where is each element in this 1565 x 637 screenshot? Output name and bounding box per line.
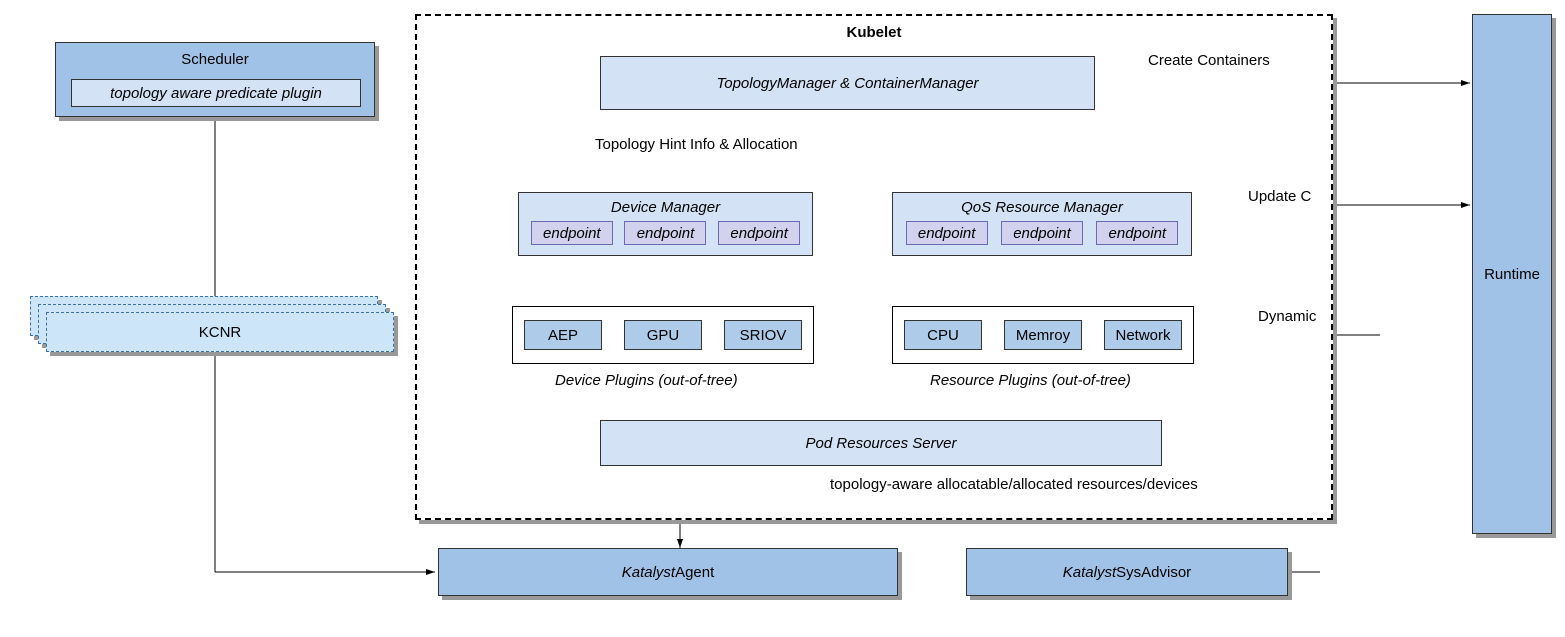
device-manager-title: Device Manager [519, 193, 812, 221]
runtime-box: Runtime [1472, 14, 1552, 534]
resource-plugins-container: CPU Memroy Network [892, 306, 1194, 364]
katalyst-agent-box: Katalyst Agent [438, 548, 898, 596]
resource-plugin-network: Network [1104, 320, 1182, 350]
topology-manager-box: TopologyManager & ContainerManager [600, 56, 1095, 110]
kubelet-title: Kubelet [417, 16, 1331, 48]
katalyst-sysadvisor-prefix: Katalyst [1063, 564, 1116, 581]
qm-endpoint-2: endpoint [1096, 221, 1178, 245]
qm-endpoint-0: endpoint [906, 221, 988, 245]
resource-plugin-memory: Memroy [1004, 320, 1082, 350]
topology-manager-label: TopologyManager & ContainerManager [716, 75, 978, 92]
dm-endpoint-0: endpoint [531, 221, 613, 245]
pod-server-caption: topology-aware allocatable/allocated res… [830, 476, 1198, 493]
scheduler-plugin: topology aware predicate plugin [71, 79, 361, 107]
dm-endpoint-2: endpoint [718, 221, 800, 245]
update-c-label: Update C [1248, 188, 1311, 205]
scheduler-title: Scheduler [56, 43, 374, 75]
katalyst-sysadvisor-box: Katalyst SysAdvisor [966, 548, 1288, 596]
device-plugin-sriov: SRIOV [724, 320, 802, 350]
pod-server-label: Pod Resources Server [806, 435, 957, 452]
device-plugin-gpu: GPU [624, 320, 702, 350]
resource-plugins-caption: Resource Plugins (out-of-tree) [930, 372, 1131, 389]
katalyst-sysadvisor-suffix: SysAdvisor [1116, 564, 1191, 581]
katalyst-agent-prefix: Katalyst [622, 564, 675, 581]
dm-endpoint-1: endpoint [624, 221, 706, 245]
resource-plugin-cpu: CPU [904, 320, 982, 350]
kcnr-label: KCNR [199, 324, 242, 341]
hint-label: Topology Hint Info & Allocation [595, 136, 798, 153]
create-containers-label: Create Containers [1148, 52, 1270, 69]
device-plugins-caption: Device Plugins (out-of-tree) [555, 372, 738, 389]
runtime-label: Runtime [1484, 266, 1540, 283]
qos-manager-box: QoS Resource Manager endpoint endpoint e… [892, 192, 1192, 256]
qos-manager-title: QoS Resource Manager [893, 193, 1191, 221]
device-plugin-aep: AEP [524, 320, 602, 350]
device-plugins-container: AEP GPU SRIOV [512, 306, 814, 364]
qm-endpoint-1: endpoint [1001, 221, 1083, 245]
pod-resources-server: Pod Resources Server [600, 420, 1162, 466]
device-manager-box: Device Manager endpoint endpoint endpoin… [518, 192, 813, 256]
scheduler-box: Scheduler topology aware predicate plugi… [55, 42, 375, 117]
dynamic-label: Dynamic [1258, 308, 1316, 325]
katalyst-agent-suffix: Agent [675, 564, 714, 581]
kcnr-box: KCNR [46, 312, 394, 352]
